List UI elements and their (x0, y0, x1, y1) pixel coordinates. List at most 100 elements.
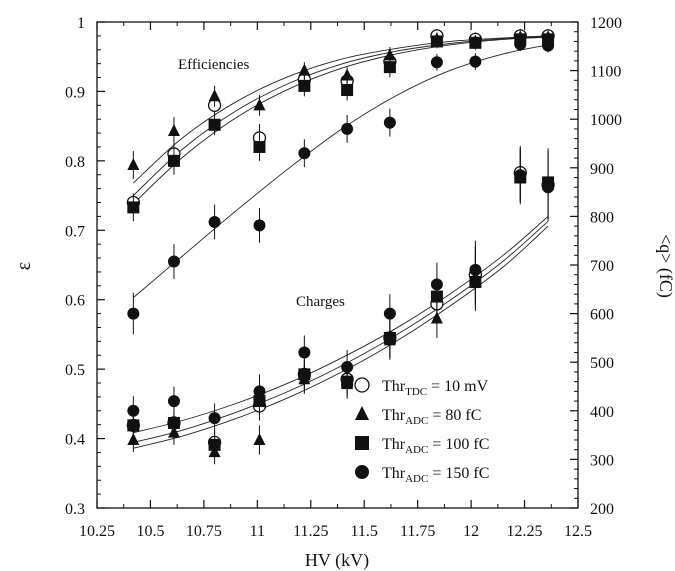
charge-point-triangle (253, 432, 266, 445)
x-tick-label: 11 (250, 523, 265, 540)
charge-point-triangle (430, 311, 443, 324)
efficiency-point-filled-circle (298, 147, 311, 160)
efficiency-point-filled-circle (542, 39, 555, 52)
charge-point-square (167, 416, 180, 429)
efficiency-point-filled-circle (341, 122, 354, 135)
y-right-tick-label: 1100 (590, 64, 621, 81)
legend-marker-open-circle (354, 377, 370, 393)
right-y-axis-label: <q> (fC) (655, 234, 675, 298)
charge-fit-curve (133, 220, 549, 443)
efficiency-point-square (253, 140, 266, 153)
efficiency-point-filled-circle (514, 38, 527, 51)
y-right-tick-label: 200 (590, 501, 614, 518)
efficiency-point-triangle (383, 48, 396, 61)
efficiency-point-filled-circle (469, 55, 482, 68)
legend-entry-label: ThrTDC = 10 mV (382, 378, 489, 398)
legend: ThrTDC = 10 mV ThrADC = 80 fC ThrADC = 100… (354, 377, 489, 485)
efficiency-point-filled-circle (127, 307, 140, 320)
efficiency-point-triangle (127, 158, 140, 171)
y-right-tick-label: 800 (590, 209, 614, 226)
charge-point-triangle (127, 432, 140, 445)
legend-entry-label: ThrADC = 150 fC (382, 465, 489, 485)
x-tick-label: 11.5 (351, 523, 378, 540)
efficiency-point-square (127, 201, 140, 214)
efficiency-fit-curve (132, 36, 549, 196)
x-axis-ticks: 10.25 10.5 10.75 11 11.25 11.5 11.75 12 12.25 12.… (79, 22, 592, 540)
charge-point-filled-circle (167, 395, 180, 408)
charge-point-square (298, 368, 311, 381)
legend-marker-triangle (355, 406, 369, 420)
charge-point-filled-circle (542, 181, 555, 194)
y-left-tick-label: 0.3 (65, 501, 85, 518)
fit-curves (132, 35, 549, 449)
efficiency-point-triangle (208, 89, 221, 102)
y-right-tick-label: 500 (590, 355, 614, 372)
efficiency-point-filled-circle (167, 255, 180, 268)
x-tick-label: 10.25 (79, 523, 115, 540)
annotation-charges: Charges (296, 294, 345, 310)
efficiency-point-square (430, 35, 443, 48)
x-tick-label: 11.75 (400, 523, 435, 540)
legend-entry-label: ThrADC = 100 fC (382, 436, 489, 456)
y-right-tick-label: 400 (590, 404, 614, 421)
left-y-axis-label: ε (13, 262, 35, 270)
charge-point-square (208, 438, 221, 451)
x-axis-label: HV (kV) (305, 550, 369, 571)
y-left-tick-label: 0.5 (65, 362, 85, 379)
y-right-tick-label: 1200 (590, 15, 622, 32)
y-left-tick-label: 0.9 (65, 84, 85, 101)
efficiency-point-square (383, 61, 396, 74)
charge-point-filled-circle (469, 263, 482, 276)
efficiency-point-triangle (167, 124, 180, 137)
efficiency-point-square (167, 154, 180, 167)
charge-point-filled-circle (298, 346, 311, 359)
efficiency-point-square (208, 118, 221, 131)
efficiency-point-square (469, 36, 482, 49)
y-left-tick-label: 0.8 (65, 154, 85, 171)
x-tick-label: 12.25 (507, 523, 543, 540)
charge-point-filled-circle (383, 307, 396, 320)
efficiency-fit-curve (132, 36, 549, 205)
left-y-axis-ticks: 0.3 0.4 0.5 0.6 0.7 0.8 0.9 1 (65, 15, 105, 518)
x-tick-label: 10.75 (186, 523, 222, 540)
charge-point-filled-circle (127, 404, 140, 417)
y-right-tick-label: 900 (590, 161, 614, 178)
charge-point-filled-circle (430, 278, 443, 291)
right-y-axis-ticks: 200 300 400 500 600 700 800 900 1000 1100 1200 (570, 15, 622, 518)
y-left-tick-label: 0.6 (65, 293, 85, 310)
efficiency-fit-curve (133, 44, 549, 298)
efficiency-fit-curve (132, 35, 549, 184)
y-left-tick-label: 0.7 (65, 223, 85, 240)
efficiency-point-triangle (298, 63, 311, 76)
x-tick-label: 10.5 (136, 523, 164, 540)
charge-fit-curve (133, 225, 549, 449)
efficiency-point-triangle (341, 68, 354, 81)
x-tick-label: 12.5 (564, 523, 592, 540)
efficiency-point-filled-circle (430, 56, 443, 69)
y-left-tick-label: 1 (77, 15, 85, 32)
charge-point-filled-circle (341, 361, 354, 374)
charge-point-filled-circle (514, 169, 527, 182)
y-left-tick-label: 0.4 (65, 432, 85, 449)
charge-point-filled-circle (253, 385, 266, 398)
efficiency-point-filled-circle (383, 116, 396, 129)
efficiency-point-square (341, 84, 354, 97)
legend-marker-square (355, 436, 369, 450)
x-tick-label: 12 (463, 523, 479, 540)
y-right-tick-label: 300 (590, 452, 614, 469)
data-points (126, 28, 555, 465)
y-right-tick-label: 1000 (590, 112, 622, 129)
efficiency-point-square (298, 79, 311, 92)
charge-point-filled-circle (208, 412, 221, 425)
x-tick-label: 11.25 (293, 523, 328, 540)
y-right-tick-label: 700 (590, 258, 614, 275)
efficiency-point-triangle (253, 98, 266, 111)
charge-fit-curve (133, 216, 549, 434)
annotation-efficiencies: Efficiencies (178, 57, 250, 73)
charge-point-square (383, 331, 396, 344)
efficiency-point-filled-circle (208, 215, 221, 228)
efficiency-point-filled-circle (253, 219, 266, 232)
legend-marker-filled-circle (355, 465, 369, 479)
y-right-tick-label: 600 (590, 307, 614, 324)
